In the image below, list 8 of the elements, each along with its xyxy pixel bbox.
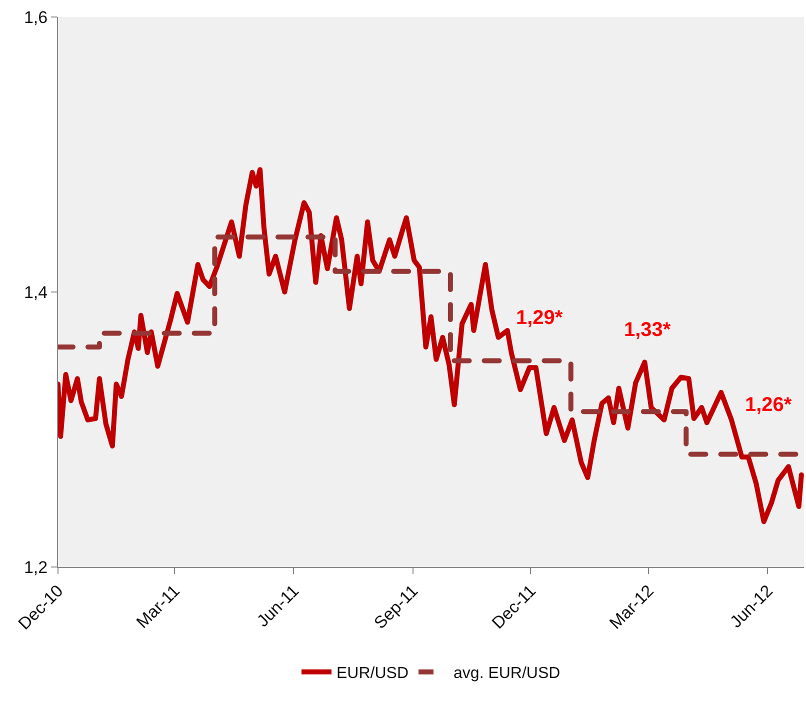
annotation: 1,29* (516, 307, 563, 329)
legend-label: avg. EUR/USD (454, 665, 560, 682)
legend-label: EUR/USD (336, 665, 409, 682)
annotation: 1,33* (624, 319, 671, 341)
y-tick-label: 1,2 (24, 558, 48, 577)
y-tick-label: 1,4 (24, 282, 48, 302)
y-tick-label: 1,6 (24, 8, 48, 27)
annotation: 1,26* (745, 394, 792, 416)
